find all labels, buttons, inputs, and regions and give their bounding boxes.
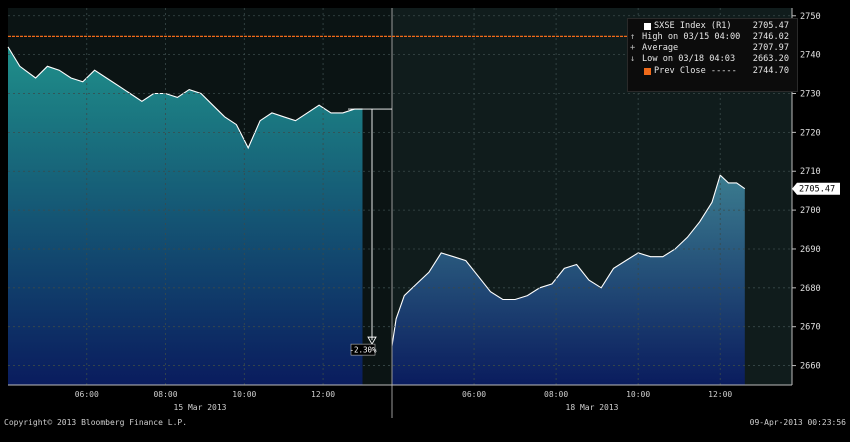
y-tick-label: 2750 [800,12,821,22]
legend-swatch-prev-close [644,68,651,75]
legend-row-high: ↑ High on 03/15 04:00 2746.02 [628,32,797,43]
x-tick-label: 10:00 [626,390,650,399]
timestamp-text: 09-Apr-2013 00:23:56 [749,418,846,427]
drop-arrowhead-icon [367,336,377,346]
legend-label-high: High on 03/15 04:00 [642,32,741,42]
last-value-marker [792,182,840,195]
legend-label-index: SXSE Index (R1) [654,21,732,31]
x-tick-label: 08:00 [153,390,177,399]
arrow-down-icon: ↓ [630,54,636,64]
last-value-label: 2705.47 [799,185,835,195]
price-area-session-1 [8,46,363,386]
y-tick-label: 2710 [800,167,821,177]
legend-value-average: 2707.97 [752,43,789,53]
legend-value-high: 2746.02 [752,32,789,42]
y-tick-label: 2690 [800,245,821,255]
y-tick-label: 2740 [800,51,821,61]
x-tick-label: 12:00 [708,390,732,399]
copyright-text: Copyright© 2013 Bloomberg Finance L.P. [4,418,188,427]
legend-label-average: Average [642,43,679,53]
y-tick-label: 2730 [800,90,821,100]
legend-value-prev-close: 2744.70 [752,66,789,76]
price-line-session-1 [7,46,363,150]
session-date-label: 18 Mar 2013 [566,403,619,412]
legend-row-average: + Average 2707.97 [628,43,797,54]
legend-label-low: Low on 03/18 04:03 [642,54,736,64]
x-tick-label: 10:00 [232,390,256,399]
legend-swatch-index [644,23,651,30]
y-tick-label: 2660 [800,362,821,372]
drop-label-box [350,343,376,356]
drop-percent-label: -2.30% [349,346,377,355]
arrow-up-icon: ↑ [630,32,636,42]
y-tick-label: 2680 [800,284,821,294]
session-date-label: 15 Mar 2013 [174,403,227,412]
legend-row-prev-close: Prev Close ----- 2744.70 [628,66,797,77]
legend-label-prev-close: Prev Close ----- [654,66,737,76]
legend-row-index: SXSE Index (R1) 2705.47 [628,21,797,32]
price-line-session-2 [391,174,746,347]
x-tick-label: 06:00 [75,390,99,399]
plus-icon: + [630,43,636,53]
legend-value-index: 2705.47 [752,21,789,31]
legend-row-low: ↓ Low on 03/18 04:03 2663.20 [628,54,797,65]
y-tick-label: 2700 [800,206,821,216]
x-tick-label: 08:00 [544,390,568,399]
y-tick-label: 2670 [800,323,821,333]
legend-box: SXSE Index (R1) 2705.47 ↑ High on 03/15 … [627,18,798,92]
x-tick-label: 12:00 [311,390,335,399]
legend-value-low: 2663.20 [752,54,789,64]
y-tick-label: 2720 [800,128,821,138]
price-area-session-2 [392,175,745,385]
x-tick-label: 06:00 [462,390,486,399]
